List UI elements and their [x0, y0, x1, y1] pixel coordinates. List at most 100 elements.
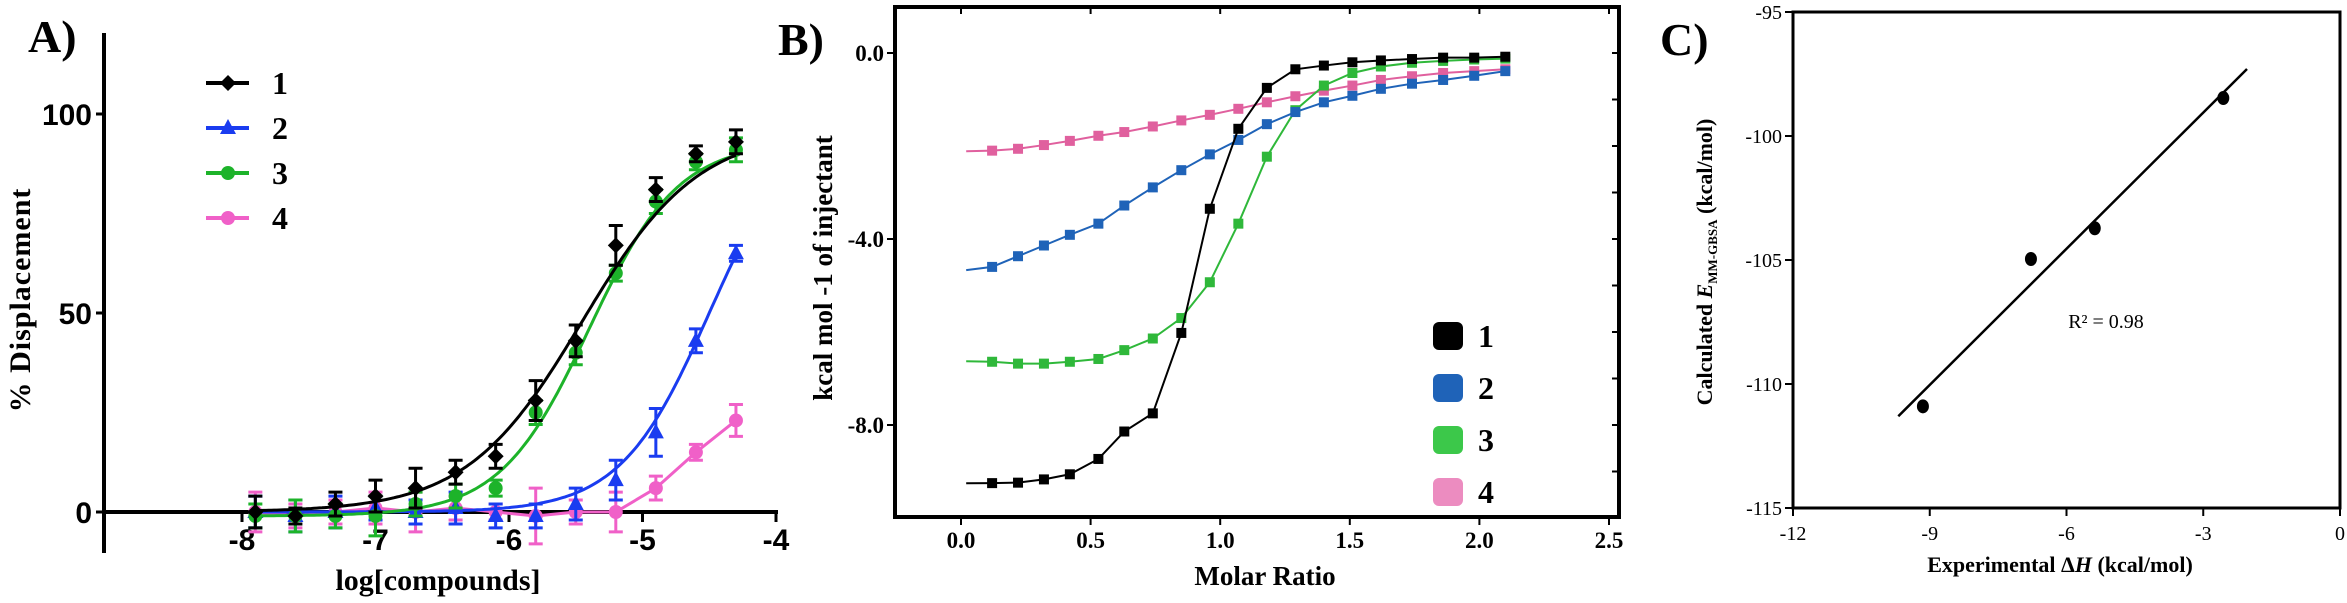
data-point — [2088, 221, 2101, 236]
x-tick-label: -12 — [1780, 523, 1807, 545]
data-point — [1064, 469, 1075, 480]
data-point — [1375, 74, 1386, 85]
data-point — [1176, 115, 1187, 126]
data-point — [1038, 240, 1049, 251]
data-point — [1318, 60, 1329, 71]
legend-label: 1 — [1478, 318, 1494, 354]
legend-swatch — [1433, 374, 1463, 402]
data-point — [987, 356, 998, 367]
x-tick-label: -6 — [496, 524, 523, 557]
data-point — [1013, 251, 1024, 262]
data-point — [1375, 61, 1386, 72]
panel-c-plot: -12 -9 -6 -3 0 -95 -100 -105 -110 -115 — [1745, 2, 2345, 545]
data-point — [448, 489, 463, 504]
data-point — [1318, 85, 1329, 96]
data-point — [527, 392, 544, 409]
legend-marker — [221, 166, 235, 180]
legend-label: 2 — [1478, 370, 1494, 406]
legend-swatch — [1433, 426, 1463, 454]
data-point — [1407, 54, 1418, 65]
data-point — [1064, 135, 1075, 146]
y-tick-label: 50 — [59, 298, 92, 331]
x-tick-label: 0.5 — [1076, 528, 1105, 553]
data-point — [1119, 127, 1130, 138]
x-tick-label: -8 — [229, 524, 256, 557]
x-tick-label: 1.5 — [1335, 528, 1364, 553]
data-point — [987, 478, 998, 489]
series-2 — [966, 66, 1511, 272]
x-tick-label: -5 — [629, 524, 656, 557]
data-point — [1147, 408, 1158, 419]
panel-b-x-axis-title: Molar Ratio — [1194, 561, 1335, 591]
data-point — [1375, 83, 1386, 94]
data-point — [1064, 356, 1075, 367]
data-point — [488, 481, 503, 496]
x-tick-label: -4 — [763, 524, 790, 557]
data-point — [1119, 345, 1130, 356]
y-tick-label: -110 — [1746, 374, 1782, 396]
y-tick-label: -8.0 — [848, 413, 884, 438]
data-point — [1119, 426, 1130, 437]
data-point — [247, 504, 264, 520]
x-tick-label: 2.0 — [1465, 528, 1494, 553]
data-point — [1013, 358, 1024, 369]
series-3 — [966, 53, 1511, 369]
x-tick-label: 0.0 — [947, 528, 976, 553]
panel-c-y-axis-title: Calculated EMM-GBSA (kcal/mol) — [1692, 119, 1720, 406]
y-tick-label: -105 — [1745, 250, 1782, 272]
data-point — [1093, 453, 1104, 464]
legend-swatch — [1433, 478, 1463, 506]
data-point — [647, 423, 664, 439]
data-point — [447, 464, 464, 481]
legend-marker — [220, 75, 236, 91]
data-point — [1438, 74, 1449, 85]
data-point — [1119, 200, 1130, 211]
data-point — [1500, 51, 1511, 62]
data-point — [728, 413, 743, 428]
data-point — [1290, 64, 1301, 75]
y-tick-label: -100 — [1745, 126, 1782, 148]
panel-b-plot: 0.0 0.5 1.0 1.5 2.0 2.5 0.0 -4.0 -8.0 1 2 3 4 — [848, 5, 1623, 553]
plot-frame — [893, 5, 1621, 519]
data-point — [687, 145, 704, 162]
data-point — [1438, 67, 1449, 78]
legend-marker — [220, 119, 236, 134]
data-point — [1064, 229, 1075, 240]
data-point — [607, 471, 624, 487]
data-point — [1469, 70, 1480, 81]
data-point — [648, 481, 663, 496]
panel-a-y-axis-title: % Displacement — [4, 188, 37, 413]
legend-label: 1 — [272, 65, 288, 101]
legend-label: 4 — [272, 200, 288, 236]
data-point — [1233, 103, 1244, 114]
plot-frame — [1791, 10, 2342, 510]
data-point — [327, 496, 344, 513]
data-point — [1038, 474, 1049, 485]
data-point — [1261, 82, 1272, 93]
panel-c-x-axis-title: Experimental ΔH (kcal/mol) — [1927, 552, 2193, 577]
data-point — [1093, 130, 1104, 141]
data-point — [608, 505, 623, 519]
y-tick-label: 100 — [42, 99, 92, 132]
data-point — [367, 488, 384, 505]
x-tick-label: -3 — [2195, 523, 2212, 545]
data-point — [1233, 218, 1244, 229]
data-point — [2024, 252, 2037, 267]
panel-c-r2-annotation: R² = 0.98 — [2068, 311, 2144, 333]
data-point — [1147, 182, 1158, 193]
data-point — [1407, 78, 1418, 89]
data-point — [567, 332, 584, 349]
data-point — [2217, 91, 2230, 106]
data-point — [607, 237, 624, 254]
data-point — [688, 445, 703, 460]
data-point — [1500, 66, 1511, 77]
fit-curve — [966, 70, 1506, 272]
data-point — [687, 331, 704, 347]
panel-c-label: C) — [1660, 14, 1709, 65]
y-tick-label: -95 — [1755, 2, 1782, 24]
data-point — [1347, 67, 1358, 78]
x-tick-label: -6 — [2058, 523, 2075, 545]
trend-line — [1897, 68, 2248, 418]
data-point — [1375, 55, 1386, 66]
